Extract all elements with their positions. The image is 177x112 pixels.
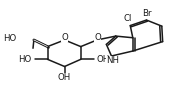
Text: Br: Br bbox=[142, 10, 152, 18]
Text: OH: OH bbox=[58, 72, 71, 82]
Text: HO: HO bbox=[18, 55, 31, 64]
Text: NH: NH bbox=[106, 56, 119, 65]
Text: OH: OH bbox=[96, 55, 109, 64]
Text: Cl: Cl bbox=[124, 14, 132, 23]
Text: O: O bbox=[61, 33, 68, 42]
Text: HO: HO bbox=[3, 34, 16, 43]
Text: O: O bbox=[95, 33, 101, 42]
